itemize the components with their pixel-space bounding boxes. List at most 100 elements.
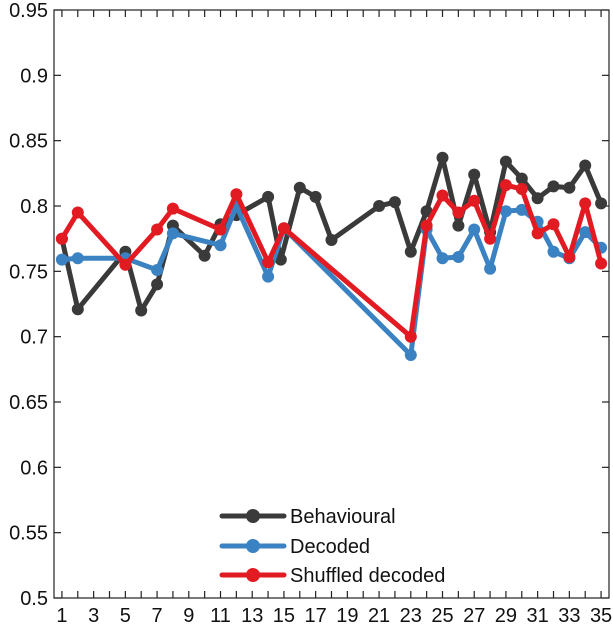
data-point bbox=[436, 252, 449, 265]
series-behavioural bbox=[55, 151, 608, 317]
data-point bbox=[499, 205, 512, 218]
series-layer bbox=[55, 151, 608, 361]
y-tick-label: 0.65 bbox=[9, 392, 48, 414]
data-point bbox=[515, 172, 528, 185]
data-point bbox=[420, 205, 433, 218]
data-point bbox=[452, 251, 465, 263]
data-point bbox=[262, 270, 275, 283]
data-point bbox=[55, 253, 68, 266]
legend-label: Decoded bbox=[290, 536, 370, 558]
x-tick-label: 35 bbox=[590, 605, 612, 626]
data-point bbox=[119, 258, 132, 271]
data-point bbox=[468, 194, 481, 207]
x-tick-label: 11 bbox=[210, 605, 231, 626]
data-point bbox=[595, 257, 608, 270]
y-tick-label: 0.75 bbox=[9, 261, 48, 283]
data-point bbox=[531, 227, 544, 240]
data-point bbox=[214, 239, 227, 252]
data-point bbox=[71, 206, 84, 219]
data-point bbox=[595, 197, 608, 210]
x-tick-label: 29 bbox=[495, 605, 517, 626]
data-point bbox=[151, 264, 164, 276]
data-point bbox=[198, 249, 211, 262]
x-axis-ticks: 1 3 5 7 9 11 13 15 17 19 21 23 25 27 29 31 33 35 bbox=[56, 10, 612, 626]
data-point bbox=[484, 262, 497, 275]
data-point bbox=[499, 155, 512, 168]
legend: Behavioural Decoded Shuffled decoded bbox=[219, 506, 445, 587]
data-point bbox=[436, 151, 449, 164]
data-point bbox=[547, 218, 560, 231]
data-point bbox=[547, 180, 560, 193]
y-tick-label: 0.9 bbox=[20, 65, 48, 87]
data-point bbox=[71, 303, 84, 316]
x-tick-label: 9 bbox=[183, 605, 194, 626]
x-tick-label: 17 bbox=[305, 605, 327, 626]
y-axis-ticks: 0.5 0.55 0.6 0.65 0.7 0.75 0.8 0.85 0.9 0.95 bbox=[9, 0, 609, 610]
y-tick-label: 0.8 bbox=[20, 196, 48, 218]
legend-item: Behavioural bbox=[219, 506, 396, 528]
data-point bbox=[309, 190, 322, 203]
y-tick-label: 0.7 bbox=[20, 327, 48, 349]
data-point bbox=[262, 256, 275, 269]
data-point bbox=[499, 179, 512, 192]
data-point bbox=[579, 197, 592, 210]
legend-item: Shuffled decoded bbox=[219, 565, 445, 587]
x-tick-label: 1 bbox=[56, 605, 67, 626]
legend-swatch-marker bbox=[246, 539, 260, 553]
series-decoded bbox=[55, 200, 608, 361]
data-point bbox=[373, 200, 386, 212]
data-point bbox=[277, 222, 290, 235]
series-shuffled-decoded bbox=[55, 179, 608, 343]
series-line bbox=[59, 203, 604, 358]
data-point bbox=[484, 232, 497, 245]
y-tick-label: 0.5 bbox=[20, 588, 48, 610]
data-point bbox=[166, 202, 179, 215]
data-point bbox=[135, 304, 148, 317]
data-point bbox=[166, 227, 179, 240]
data-point bbox=[452, 219, 465, 232]
data-point bbox=[468, 223, 481, 236]
data-point bbox=[515, 183, 528, 195]
data-point bbox=[325, 234, 338, 246]
data-point bbox=[436, 189, 449, 202]
data-point bbox=[214, 223, 227, 236]
x-tick-label: 31 bbox=[527, 605, 549, 626]
data-point bbox=[579, 159, 592, 172]
x-tick-label: 7 bbox=[152, 605, 163, 626]
x-tick-label: 33 bbox=[558, 605, 580, 626]
data-point bbox=[547, 245, 560, 258]
x-tick-label: 21 bbox=[368, 605, 390, 626]
data-point bbox=[230, 188, 243, 201]
data-point bbox=[563, 251, 576, 263]
data-point bbox=[579, 226, 592, 239]
y-tick-label: 0.6 bbox=[20, 457, 48, 479]
legend-swatch-marker bbox=[246, 568, 260, 582]
data-point bbox=[563, 181, 576, 194]
data-point bbox=[404, 245, 417, 258]
x-tick-label: 27 bbox=[463, 605, 485, 626]
y-tick-label: 0.85 bbox=[9, 131, 48, 153]
x-tick-label: 5 bbox=[120, 605, 131, 626]
series-line bbox=[59, 182, 604, 340]
x-tick-label: 23 bbox=[400, 605, 422, 626]
x-tick-label: 15 bbox=[273, 605, 295, 626]
legend-swatch-marker bbox=[246, 509, 260, 523]
y-tick-label: 0.95 bbox=[9, 0, 48, 22]
data-point bbox=[293, 181, 306, 194]
legend-label: Behavioural bbox=[290, 506, 396, 528]
data-point bbox=[452, 206, 465, 219]
data-point bbox=[515, 203, 528, 216]
data-point bbox=[262, 190, 275, 203]
data-point bbox=[71, 252, 84, 265]
legend-item: Decoded bbox=[219, 536, 370, 558]
data-point bbox=[404, 330, 417, 343]
data-point bbox=[468, 168, 481, 181]
x-tick-label: 13 bbox=[241, 605, 263, 626]
x-tick-label: 25 bbox=[431, 605, 453, 626]
data-point bbox=[420, 219, 433, 232]
data-point bbox=[404, 349, 417, 361]
data-point bbox=[55, 232, 68, 245]
y-tick-label: 0.55 bbox=[9, 523, 48, 545]
data-point bbox=[274, 253, 287, 266]
